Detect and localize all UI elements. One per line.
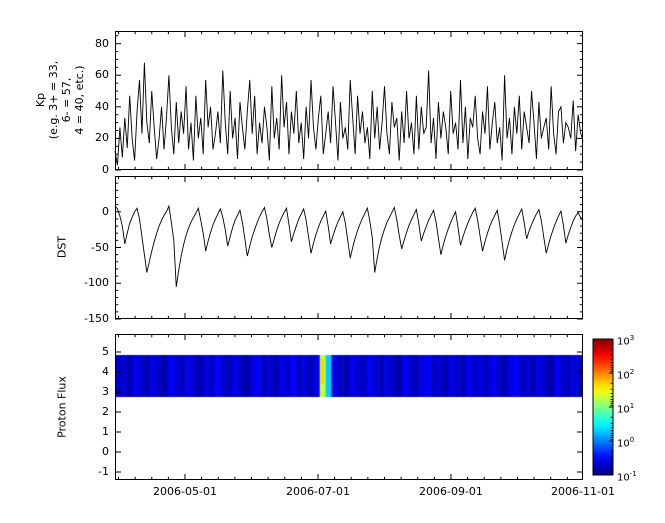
- colorbar-tick-label: 10-1: [617, 470, 637, 484]
- dst-index-ytick-label: -100: [84, 276, 109, 290]
- proton-flux-spectrogram-ytick-label: 4: [102, 365, 109, 378]
- x-tick-label: 2006-09-01: [419, 485, 483, 498]
- proton-flux-spectrogram-plot: [115, 334, 583, 480]
- dst-index-ytick-label: -150: [84, 312, 109, 325]
- kp-axis-label-line1: Kp: [34, 92, 47, 108]
- proton-flux-spectrogram-ytick-label: -1: [98, 465, 109, 478]
- colorbar-tick-label: 103: [617, 334, 635, 348]
- dst-index-series-line: [114, 204, 584, 287]
- proton-flux-spectrogram-ytick-label: 0: [102, 445, 109, 458]
- kp-axis-label-line2: (e.g. 3+ = 33,: [47, 60, 60, 140]
- proton-flux-spectrogram-ytick-label: 2: [102, 405, 109, 418]
- kp-index-plot: [114, 31, 584, 171]
- proton-flux-spectrogram-ytick-label: 5: [102, 345, 109, 358]
- dst-panel: [114, 176, 584, 320]
- proton-flux-spectrogram-ytick-label: 3: [102, 385, 109, 398]
- x-tick-label: 2006-07-01: [286, 485, 350, 498]
- kp-index-ytick-label: 60: [95, 68, 109, 82]
- dst-index-ytick-label: -50: [91, 240, 109, 254]
- kp-index-series-line: [114, 62, 584, 166]
- dst-index-ytick-label: 0: [102, 204, 109, 218]
- dst-index-plot: [114, 176, 584, 320]
- kp-index-ytick-label: 80: [95, 36, 109, 50]
- flux-colorbar: [592, 338, 614, 476]
- kp-index-ytick-label: 20: [95, 131, 109, 145]
- proton-flux-heatmap-canvas: [115, 334, 583, 480]
- proton-flux-panel: [115, 334, 583, 480]
- kp-panel: [114, 31, 584, 171]
- x-tick-label: 2006-05-01: [153, 485, 217, 498]
- x-tick-label: 2006-11-01: [551, 485, 615, 498]
- colorbar-tick-label: 100: [617, 436, 635, 450]
- kp-index-ytick-label: 40: [95, 99, 109, 113]
- colorbar-gradient: [592, 338, 614, 476]
- kp-index-ytick-label: 0: [102, 163, 109, 176]
- colorbar-tick-label: 102: [617, 368, 635, 382]
- colorbar-tick-label: 101: [617, 402, 635, 416]
- proton-flux-spectrogram-ytick-label: 1: [102, 425, 109, 438]
